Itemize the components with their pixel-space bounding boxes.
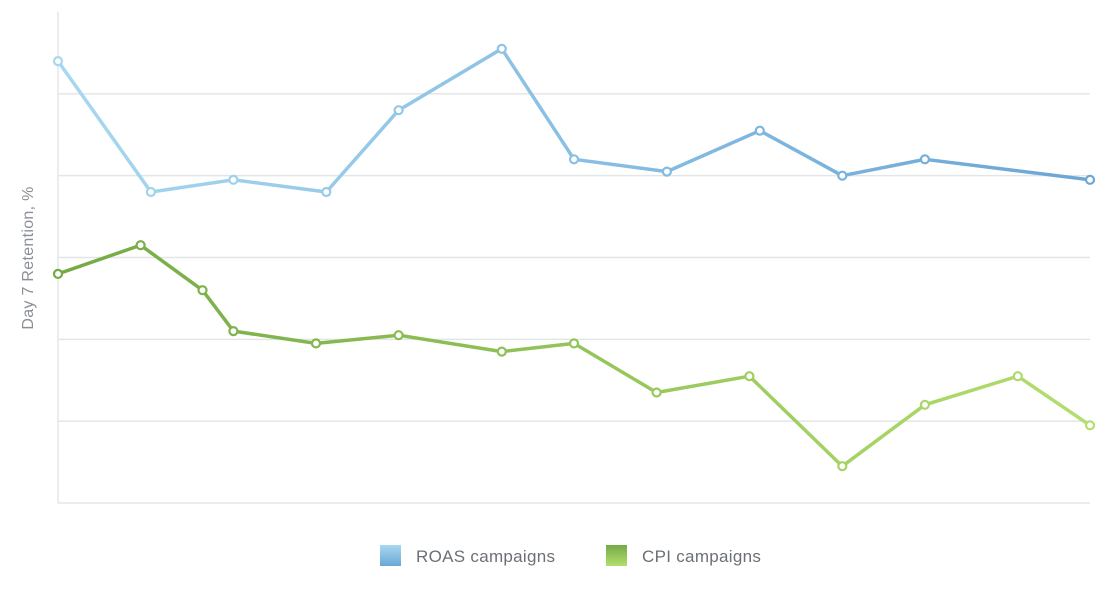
- gridlines: [58, 93, 1090, 504]
- data-point-1-9: [744, 371, 755, 382]
- data-point-1-10: [837, 461, 848, 472]
- data-point-0-5: [496, 43, 507, 54]
- data-point-1-4: [310, 338, 322, 349]
- data-point-1-3: [228, 326, 239, 337]
- data-point-0-4: [393, 105, 404, 116]
- data-point-0-1: [145, 186, 156, 198]
- y-axis-label: Day 7 Retention, %: [20, 186, 37, 329]
- data-point-0-11: [1084, 174, 1096, 185]
- data-point-0-7: [661, 166, 673, 177]
- data-point-0-3: [321, 186, 332, 198]
- data-point-1-12: [1012, 371, 1023, 382]
- data-point-1-7: [568, 338, 580, 349]
- data-point-0-10: [919, 154, 931, 165]
- legend-label-1: CPI campaigns: [642, 547, 761, 566]
- legend-label-0: ROAS campaigns: [416, 547, 555, 566]
- data-point-1-8: [651, 387, 662, 398]
- data-point-0-0: [52, 55, 64, 67]
- data-point-1-1: [135, 240, 146, 251]
- data-point-1-6: [496, 346, 507, 357]
- data-point-0-9: [837, 170, 848, 181]
- data-point-1-5: [393, 330, 404, 341]
- legend: ROAS campaigns CPI campaigns: [380, 545, 761, 566]
- legend-swatch-1: [606, 545, 627, 566]
- series-1: [52, 240, 1096, 472]
- data-point-1-2: [197, 285, 208, 296]
- series-0: [52, 43, 1096, 198]
- data-point-0-2: [228, 174, 239, 185]
- legend-swatch-0: [380, 545, 401, 566]
- data-point-0-8: [754, 125, 765, 136]
- series-line-0: [56, 47, 1092, 194]
- series-line-1: [56, 243, 1092, 468]
- data-point-1-13: [1084, 420, 1096, 431]
- data-point-0-6: [568, 154, 580, 165]
- data-point-1-0: [52, 268, 64, 279]
- data-point-1-11: [919, 399, 931, 410]
